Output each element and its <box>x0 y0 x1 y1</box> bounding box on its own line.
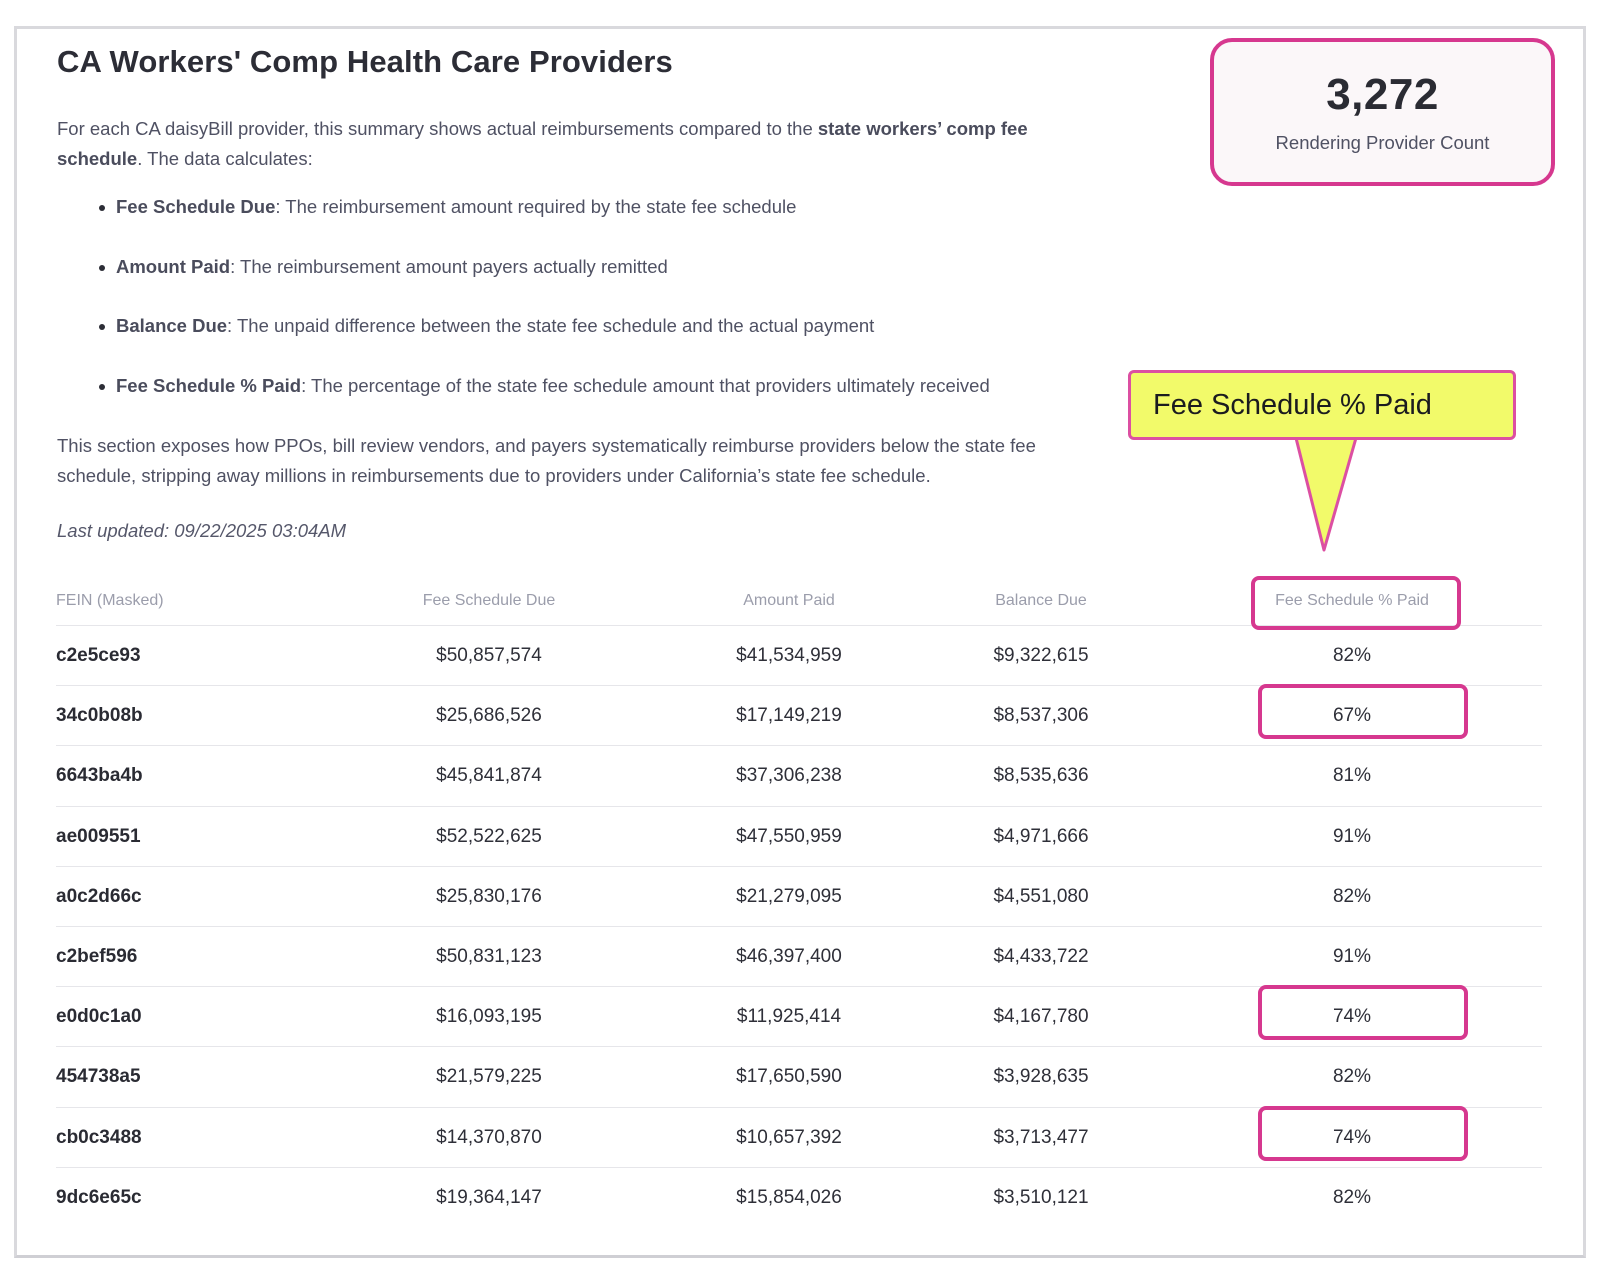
cell-amount-paid: $37,306,238 <box>736 765 842 787</box>
intro-paragraph: For each CA daisyBill provider, this sum… <box>57 114 1117 174</box>
definition-item-amount-paid: Amount Paid: The reimbursement amount pa… <box>96 253 1096 313</box>
cell-amount-paid: $15,854,026 <box>736 1186 842 1208</box>
table-row: ae009551 $52,522,625 $47,550,959 $4,971,666… <box>56 807 1542 867</box>
cell-fein: cb0c3488 <box>56 1126 142 1148</box>
cell-fee-schedule-due: $21,579,225 <box>436 1066 542 1088</box>
definition-term: Fee Schedule Due <box>116 196 276 217</box>
cell-fee-schedule-pct-paid: 74% <box>1332 1006 1372 1028</box>
cell-fee-schedule-due: $16,093,195 <box>436 1006 542 1028</box>
cell-balance-due: $4,433,722 <box>993 945 1089 967</box>
table-row: 34c0b08b $25,686,526 $17,149,219 $8,537,306… <box>56 684 1542 747</box>
cell-fein: 9dc6e65c <box>56 1186 142 1208</box>
intro-text: For each CA daisyBill provider, this sum… <box>57 118 818 139</box>
cell-fee-schedule-pct-paid: 82% <box>1332 885 1372 907</box>
cell-balance-due: $3,928,635 <box>993 1066 1089 1088</box>
cell-fee-schedule-pct-paid: 81% <box>1332 765 1372 787</box>
cell-balance-due: $3,510,121 <box>993 1186 1089 1208</box>
cell-amount-paid: $47,550,959 <box>736 825 842 847</box>
definition-desc: : The reimbursement amount payers actual… <box>230 255 668 277</box>
cell-fee-schedule-pct-paid: 91% <box>1332 825 1372 847</box>
cell-balance-due: $9,322,615 <box>993 645 1089 666</box>
table-row: e0d0c1a0 $16,093,195 $11,925,414 $4,167,780… <box>56 985 1542 1048</box>
table-body: c2e5ce93 $50,857,574 $41,534,959 $9,322,615… <box>56 626 1542 1228</box>
callout-text: Fee Schedule % Paid <box>1153 388 1432 421</box>
cell-amount-paid: $17,149,219 <box>736 705 842 727</box>
cell-balance-due: $4,551,080 <box>993 885 1089 907</box>
table-row: cb0c3488 $14,370,870 $10,657,392 $3,713,477… <box>56 1105 1542 1168</box>
definition-term: Balance Due <box>116 315 228 336</box>
header-fee-schedule-pct-paid[interactable]: Fee Schedule % Paid <box>1275 592 1429 609</box>
definition-item-fee-schedule-pct-paid: Fee Schedule % Paid: The percentage of t… <box>96 372 1096 432</box>
cell-balance-due: $3,713,477 <box>993 1126 1089 1148</box>
table-row: a0c2d66c $25,830,176 $21,279,095 $4,551,080… <box>56 867 1542 927</box>
cell-fein: 34c0b08b <box>56 705 143 727</box>
intro-text-end: . The data calculates: <box>137 148 313 169</box>
cell-balance-due: $4,971,666 <box>993 825 1089 847</box>
header-balance-due[interactable]: Balance Due <box>995 592 1087 609</box>
cell-fee-schedule-pct-paid: 67% <box>1332 705 1372 727</box>
cell-fein: 6643ba4b <box>56 765 143 787</box>
cell-fee-schedule-due: $52,522,625 <box>436 825 542 847</box>
header-amount-paid[interactable]: Amount Paid <box>743 592 835 609</box>
provider-count-label: Rendering Provider Count <box>1275 132 1490 153</box>
header-fee-schedule-due[interactable]: Fee Schedule Due <box>422 592 556 609</box>
page-frame <box>14 26 1586 1258</box>
table-header-row: FEIN (Masked) Fee Schedule Due Amount Pa… <box>56 573 1542 630</box>
definition-desc: : The unpaid difference between the stat… <box>227 315 875 336</box>
cell-fee-schedule-due: $14,370,870 <box>436 1126 542 1148</box>
cell-fee-schedule-pct-paid: 91% <box>1332 945 1372 967</box>
cell-balance-due: $8,535,636 <box>993 765 1089 787</box>
definition-item-fee-schedule-due: Fee Schedule Due: The reimbursement amou… <box>96 193 1096 253</box>
cell-amount-paid: $41,534,959 <box>736 645 842 666</box>
table-row: c2bef596 $50,831,123 $46,397,400 $4,433,722… <box>56 927 1542 988</box>
table-row: c2e5ce93 $50,857,574 $41,534,959 $9,322,615… <box>56 626 1542 687</box>
cell-fee-schedule-due: $45,841,874 <box>436 765 542 787</box>
table-row: 6643ba4b $45,841,874 $37,306,238 $8,535,636… <box>56 746 1542 807</box>
header-fein[interactable]: FEIN (Masked) <box>56 592 164 609</box>
outro-paragraph: This section exposes how PPOs, bill revi… <box>57 435 1036 486</box>
cell-fein: 454738a5 <box>56 1066 141 1088</box>
definition-desc: : The reimbursement amount required by t… <box>275 196 797 217</box>
cell-amount-paid: $21,279,095 <box>736 885 842 907</box>
cell-fee-schedule-due: $50,857,574 <box>436 645 542 666</box>
definition-list: Fee Schedule Due: The reimbursement amou… <box>96 193 1096 431</box>
table-row: 9dc6e65c $19,364,147 $15,854,026 $3,510,121… <box>56 1168 1542 1228</box>
provider-count-card: 3,272 Rendering Provider Count <box>1210 38 1555 186</box>
cell-fein: c2bef596 <box>56 945 138 967</box>
definition-term: Fee Schedule % Paid <box>116 374 302 396</box>
cell-fee-schedule-pct-paid: 74% <box>1332 1126 1372 1148</box>
cell-fein: a0c2d66c <box>56 885 142 907</box>
callout-pointer <box>1294 436 1358 552</box>
cell-fee-schedule-due: $19,364,147 <box>436 1186 542 1208</box>
cell-fee-schedule-pct-paid: 82% <box>1332 1066 1372 1088</box>
table-row: 454738a5 $21,579,225 $17,650,590 $3,928,635… <box>56 1047 1542 1108</box>
cell-fee-schedule-pct-paid: 82% <box>1332 1186 1372 1208</box>
definition-term: Amount Paid <box>116 255 231 277</box>
providers-table: FEIN (Masked) Fee Schedule Due Amount Pa… <box>56 573 1542 1228</box>
cell-fee-schedule-due: $25,686,526 <box>436 705 542 727</box>
definition-desc: : The percentage of the state fee schedu… <box>301 374 990 396</box>
cell-fein: ae009551 <box>56 825 141 847</box>
intro-bold-text: state workers’ comp fee schedule <box>57 118 1028 169</box>
cell-fee-schedule-due: $25,830,176 <box>436 885 542 907</box>
cell-fee-schedule-pct-paid: 82% <box>1332 645 1372 666</box>
cell-fein: c2e5ce93 <box>56 645 141 666</box>
callout-box: Fee Schedule % Paid <box>1128 370 1516 440</box>
cell-fee-schedule-due: $50,831,123 <box>436 945 542 967</box>
cell-amount-paid: $10,657,392 <box>736 1126 842 1148</box>
last-updated: Last updated: 09/22/2025 03:04AM <box>57 520 347 541</box>
cell-balance-due: $8,537,306 <box>993 705 1089 727</box>
cell-amount-paid: $17,650,590 <box>736 1066 842 1088</box>
provider-count-value: 3,272 <box>1326 70 1439 119</box>
cell-amount-paid: $11,925,414 <box>736 1006 842 1028</box>
page-title: CA Workers' Comp Health Care Providers <box>57 44 673 79</box>
definition-item-balance-due: Balance Due: The unpaid difference betwe… <box>96 312 1096 372</box>
cell-fein: e0d0c1a0 <box>56 1006 142 1028</box>
cell-balance-due: $4,167,780 <box>993 1006 1089 1028</box>
cell-amount-paid: $46,397,400 <box>736 945 842 967</box>
